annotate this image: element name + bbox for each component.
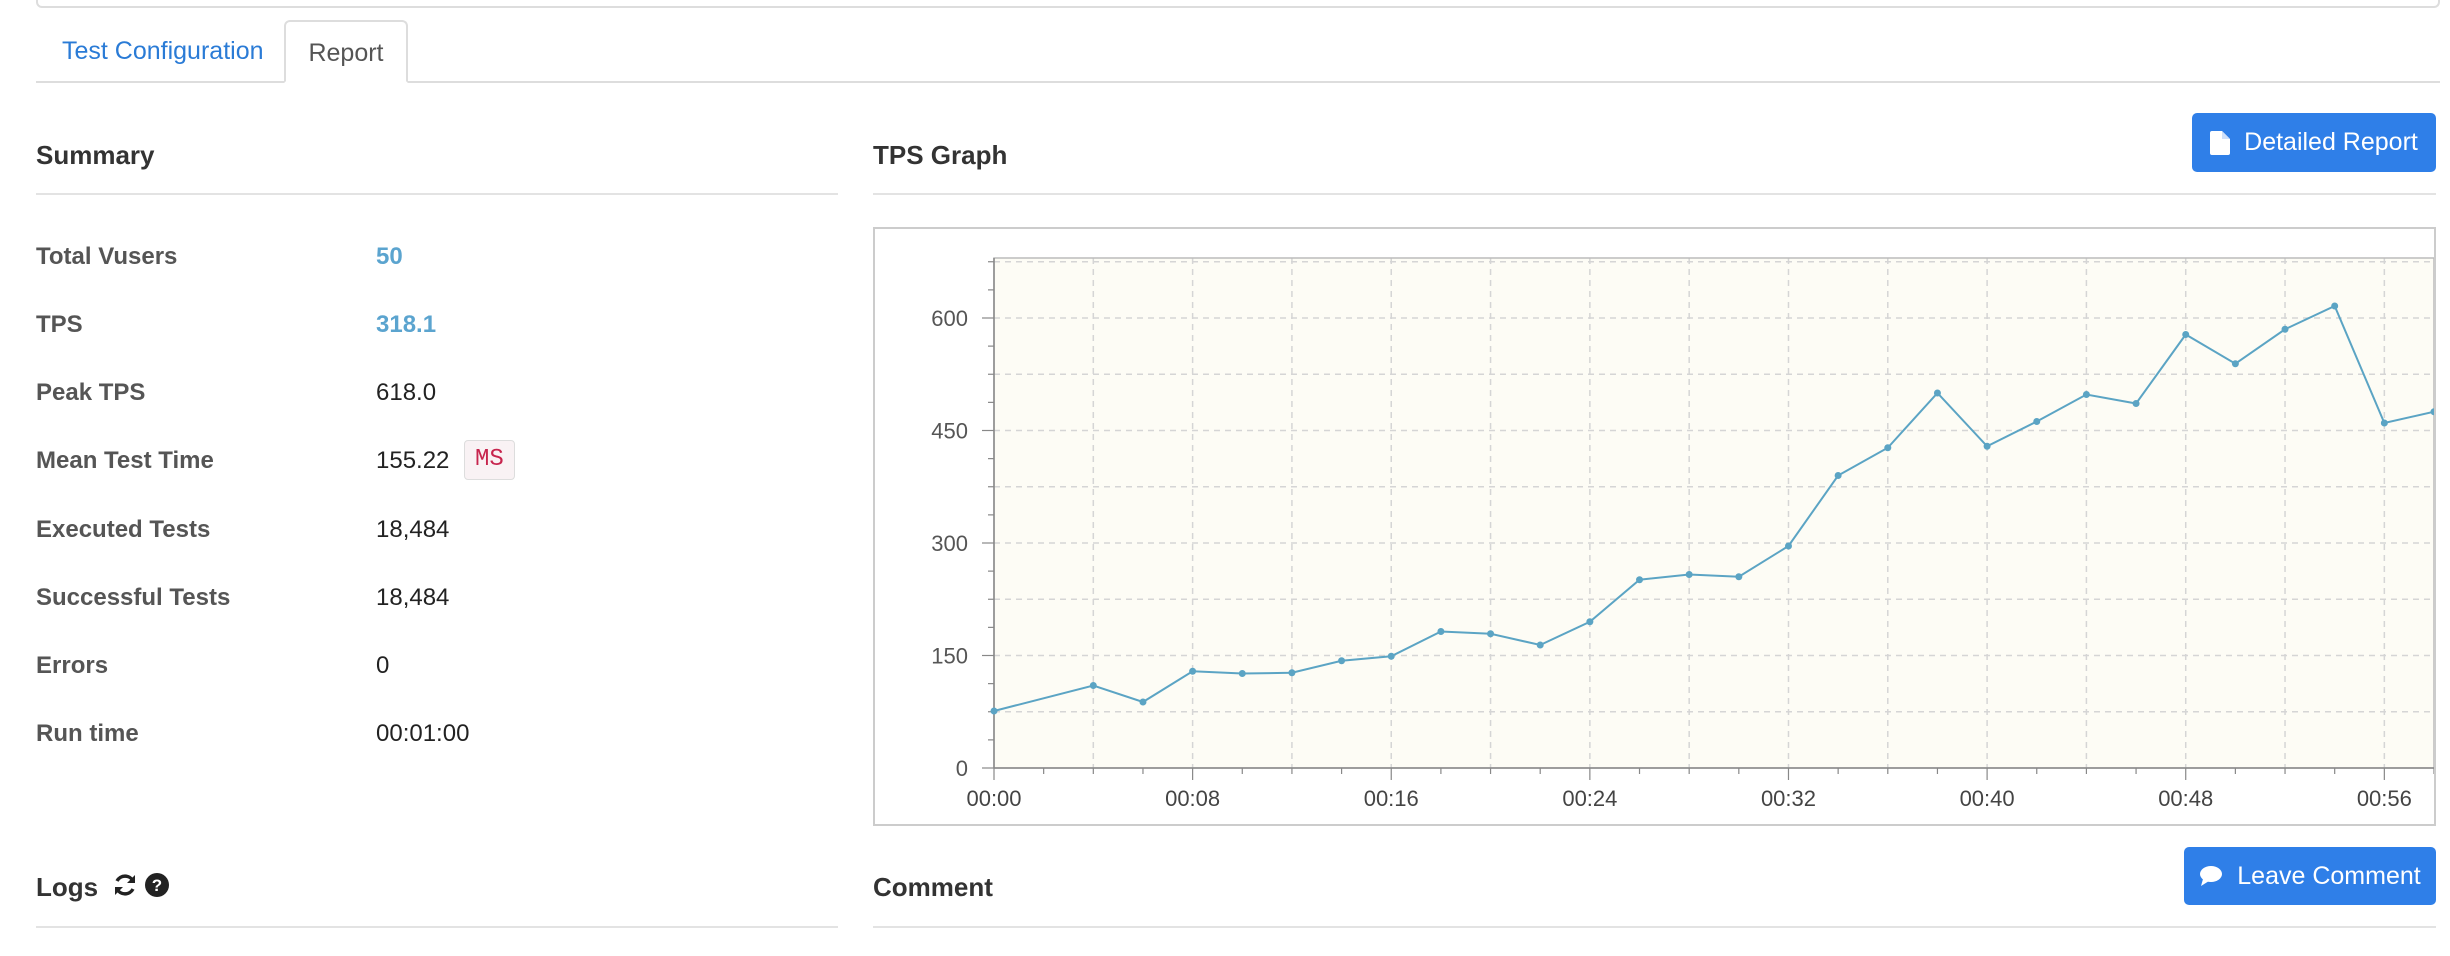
data-point [1288, 669, 1296, 677]
data-point [1784, 542, 1792, 550]
data-point [1387, 652, 1395, 660]
data-point [1536, 641, 1544, 649]
value-mean-test-time: 155.22 [376, 447, 450, 474]
data-point [1437, 628, 1445, 635]
value-tps[interactable]: 318.1 [376, 311, 437, 338]
summary-title: Summary [36, 140, 155, 170]
value-run-time: 00:01:00 [376, 720, 470, 747]
data-point [2380, 419, 2388, 427]
logs-icons: ? [112, 872, 170, 898]
data-point [990, 707, 998, 715]
comment-title: Comment [873, 872, 993, 902]
detailed-report-label: Detailed Report [2244, 128, 2418, 156]
label-tps: TPS [36, 311, 83, 338]
plot-area [994, 258, 2434, 768]
tps-graph-divider [873, 193, 2436, 195]
x-tick-label: 00:24 [1562, 786, 1617, 811]
tab-report[interactable]: Report [284, 20, 408, 83]
logs-title: Logs [36, 872, 99, 902]
data-point [2331, 302, 2339, 310]
data-point [2182, 331, 2190, 338]
data-point [1139, 698, 1147, 706]
comment-icon [2200, 866, 2223, 886]
data-point [2082, 391, 2090, 398]
data-point [1636, 576, 1644, 584]
x-tick-label: 00:40 [1960, 786, 2015, 811]
tps-chart: 0 150 300 450 600 00:00 00:08 00:16 00:24 00:32 00… [931, 257, 2438, 811]
data-point [1735, 573, 1743, 581]
data-point [1685, 571, 1693, 578]
data-point [1189, 667, 1197, 675]
y-tick-label: 300 [931, 531, 968, 556]
leave-comment-label: Leave Comment [2237, 861, 2421, 890]
label-errors: Errors [36, 652, 109, 679]
x-tick-label: 00:48 [2158, 786, 2213, 811]
x-tick-label: 00:00 [966, 786, 1021, 811]
data-point [1238, 670, 1246, 677]
data-point [1933, 389, 1941, 397]
label-executed-tests: Executed Tests [36, 516, 211, 543]
x-tick-label: 00:56 [2357, 786, 2412, 811]
y-tick-label: 600 [931, 306, 968, 331]
file-icon [2210, 130, 2231, 155]
data-point [1834, 472, 1842, 479]
data-point [2281, 325, 2289, 333]
data-point [1586, 618, 1594, 626]
label-run-time: Run time [36, 720, 139, 747]
value-executed-tests: 18,484 [376, 516, 450, 543]
data-point [1089, 682, 1097, 689]
top-panel-border [36, 0, 2440, 8]
y-tick-label: 150 [931, 644, 968, 669]
value-errors: 0 [376, 652, 390, 679]
y-tick-label: 450 [931, 419, 968, 444]
leave-comment-button[interactable]: Leave Comment [2184, 847, 2436, 905]
label-total-vusers: Total Vusers [36, 243, 178, 270]
logs-divider [36, 926, 838, 928]
x-tick-label: 00:32 [1761, 786, 1816, 811]
help-icon[interactable]: ? [144, 872, 170, 898]
tab-test-configuration[interactable]: Test Configuration [62, 37, 264, 65]
data-point [2132, 400, 2140, 407]
summary-divider [36, 193, 838, 195]
label-mean-test-time: Mean Test Time [36, 447, 214, 474]
data-point [2231, 360, 2239, 368]
data-point [1487, 630, 1495, 638]
data-point [1338, 657, 1346, 665]
tps-chart-container: 0 150 300 450 600 00:00 00:08 00:16 00:24 00:32 00… [873, 227, 2438, 826]
detailed-report-button[interactable]: Detailed Report [2192, 113, 2436, 172]
data-point [2033, 418, 2041, 425]
data-point [1983, 442, 1991, 450]
tps-graph-title: TPS Graph [873, 140, 1008, 170]
tab-bar: Test Configuration Report [36, 20, 2440, 83]
comment-divider [873, 926, 2436, 928]
label-successful-tests: Successful Tests [36, 584, 231, 611]
chart-grid [994, 258, 2434, 768]
svg-text:?: ? [152, 876, 162, 895]
value-total-vusers[interactable]: 50 [376, 243, 403, 270]
chart-ticks: 0 150 300 450 600 00:00 00:08 00:16 00:24 00:32 00… [931, 261, 2435, 811]
value-peak-tps: 618.0 [376, 379, 437, 406]
refresh-icon[interactable] [112, 872, 138, 898]
y-tick-label: 0 [956, 756, 968, 781]
x-tick-label: 00:16 [1364, 786, 1419, 811]
data-point [1884, 444, 1892, 452]
value-successful-tests: 18,484 [376, 584, 450, 611]
x-tick-label: 00:08 [1165, 786, 1220, 811]
label-peak-tps: Peak TPS [36, 379, 146, 406]
unit-badge-ms: MS [464, 440, 515, 480]
